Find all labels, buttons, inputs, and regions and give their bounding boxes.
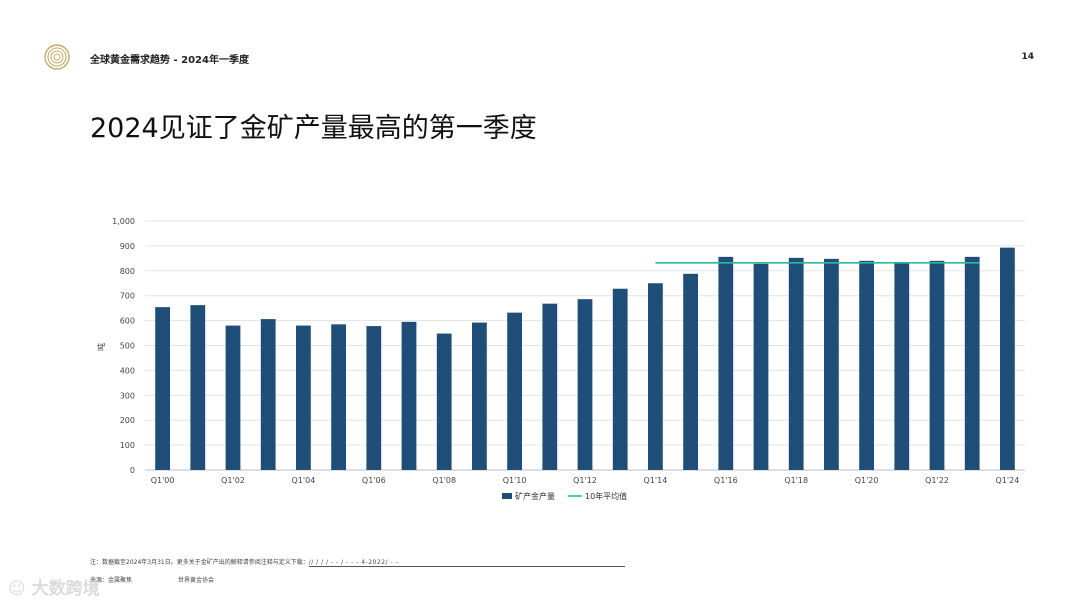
- x-tick-label: Q1'00: [151, 476, 175, 485]
- x-tick-label: Q1'20: [855, 476, 879, 485]
- x-tick-label: Q1'06: [362, 476, 386, 485]
- y-tick-label: 100: [120, 441, 135, 450]
- x-tick-label: Q1'24: [996, 476, 1020, 485]
- x-tick-label: Q1'12: [573, 476, 597, 485]
- source-line: 来源：金属聚焦 世界黄金协会: [90, 575, 214, 584]
- x-tick-label: Q1'14: [644, 476, 668, 485]
- x-tick-label: Q1'10: [503, 476, 527, 485]
- bar: [859, 260, 874, 470]
- y-tick-label: 900: [120, 242, 135, 251]
- bar: [155, 307, 170, 470]
- bar: [436, 333, 452, 470]
- bar: [542, 303, 558, 470]
- x-tick-label: Q1'18: [784, 476, 808, 485]
- watermark: ☺ 大数跨境: [8, 574, 100, 599]
- source-org: 世界黄金协会: [178, 577, 215, 584]
- x-tick-label: Q1'02: [221, 476, 245, 485]
- bar: [929, 260, 945, 470]
- footnote-text: 注：数据截至2024年3月31日。更多关于金矿产出的解释请参阅注释与定义下载：: [90, 559, 309, 566]
- legend-bar-swatch: [502, 493, 512, 499]
- y-tick-label: 400: [120, 366, 135, 375]
- y-tick-label: 1,000: [112, 217, 135, 226]
- bar: [401, 321, 417, 470]
- footnote: 注：数据截至2024年3月31日。更多关于金矿产出的解释请参阅注释与定义下载： …: [90, 557, 625, 567]
- bar: [824, 258, 839, 470]
- bar: [260, 319, 276, 470]
- bar: [577, 299, 593, 470]
- watermark-text: 大数跨境: [31, 579, 100, 599]
- y-tick-label: 700: [120, 292, 135, 301]
- bar: [718, 256, 734, 470]
- source-label: 来源：金属聚焦: [90, 577, 133, 584]
- bar: [507, 312, 522, 470]
- brand-logo-icon: [44, 44, 70, 70]
- x-tick-label: Q1'04: [292, 476, 316, 485]
- bar: [472, 322, 487, 470]
- y-tick-label: 300: [120, 391, 135, 400]
- report-title: 全球黄金需求趋势 - 2024年一季度: [90, 55, 249, 66]
- y-tick-label: 500: [120, 342, 135, 351]
- bar: [190, 305, 206, 470]
- bar: [753, 263, 769, 470]
- slide-title: 2024见证了金矿产量最高的第一季度: [90, 113, 537, 144]
- y-tick-label: 200: [120, 416, 135, 425]
- bar: [648, 283, 663, 470]
- bar: [612, 288, 628, 470]
- x-tick-label: Q1'22: [925, 476, 949, 485]
- bar: [1000, 247, 1015, 470]
- bar: [331, 324, 346, 470]
- bar: [683, 273, 698, 470]
- y-tick-label: 0: [130, 466, 135, 475]
- x-tick-label: Q1'08: [432, 476, 456, 485]
- y-axis-title: 吨: [96, 343, 106, 351]
- bar: [894, 262, 910, 470]
- bar: [296, 325, 311, 470]
- watermark-icon: ☺: [8, 579, 32, 599]
- bar: [225, 325, 241, 470]
- bar: [366, 326, 382, 470]
- legend-bar-label: 矿产金产量: [515, 491, 555, 501]
- y-tick-label: 600: [120, 317, 135, 326]
- legend-line-label: 10年平均值: [585, 491, 627, 501]
- page-number: 14: [1021, 52, 1034, 62]
- bar: [788, 257, 804, 470]
- bar: [964, 256, 980, 470]
- y-tick-label: 800: [120, 267, 135, 276]
- x-tick-label: Q1'16: [714, 476, 738, 485]
- footnote-link[interactable]: // / / / - - / - - - 4-2022/ - -: [308, 559, 625, 567]
